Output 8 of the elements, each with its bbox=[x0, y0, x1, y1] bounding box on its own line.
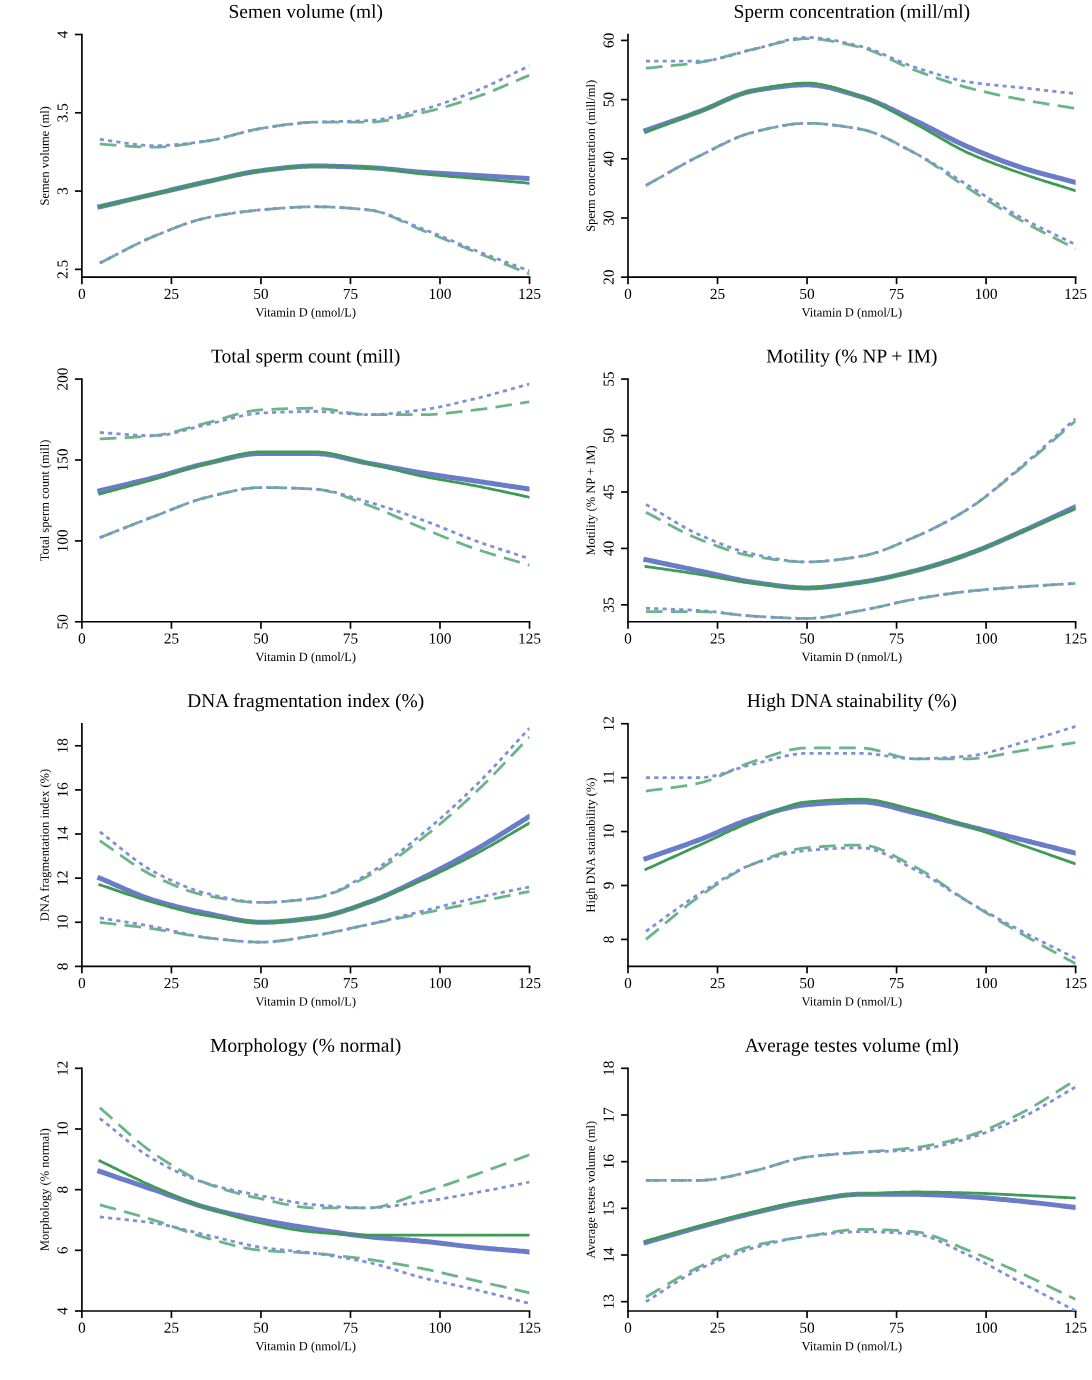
chart-title: Semen volume (ml) bbox=[229, 4, 383, 22]
chart-title: Morphology (% normal) bbox=[210, 1038, 401, 1056]
chart-title: Total sperm count (mill) bbox=[211, 348, 400, 367]
chart-title: Average testes volume (ml) bbox=[745, 1038, 958, 1056]
chart-title: DNA fragmentation index (%) bbox=[187, 693, 424, 712]
chart-title: Sperm concentration (mill/ml) bbox=[734, 4, 970, 22]
chart-title: High DNA stainability (%) bbox=[747, 693, 956, 712]
chart-title: Motility (% NP + IM) bbox=[766, 348, 937, 367]
